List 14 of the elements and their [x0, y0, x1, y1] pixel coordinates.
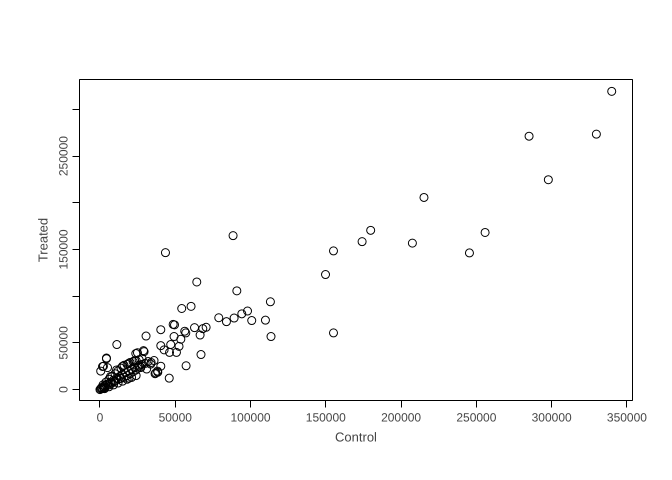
x-tick-label: 150000	[306, 410, 346, 424]
x-tick-label: 0	[96, 410, 104, 424]
y-tick-label: 250000	[56, 136, 70, 176]
x-tick-label: 50000	[158, 410, 192, 424]
x-tick-label: 250000	[456, 410, 497, 424]
x-axis-title: Control	[335, 430, 378, 444]
y-axis-title: Treated	[36, 218, 50, 262]
y-tick-label: 0	[56, 386, 70, 393]
x-tick-label: 350000	[606, 410, 648, 424]
y-tick-label: 150000	[56, 229, 70, 270]
x-tick-label: 200000	[381, 410, 422, 424]
x-tick-label: 100000	[230, 410, 271, 424]
y-tick-label: 50000	[56, 326, 70, 360]
x-tick-label: 300000	[532, 410, 572, 424]
